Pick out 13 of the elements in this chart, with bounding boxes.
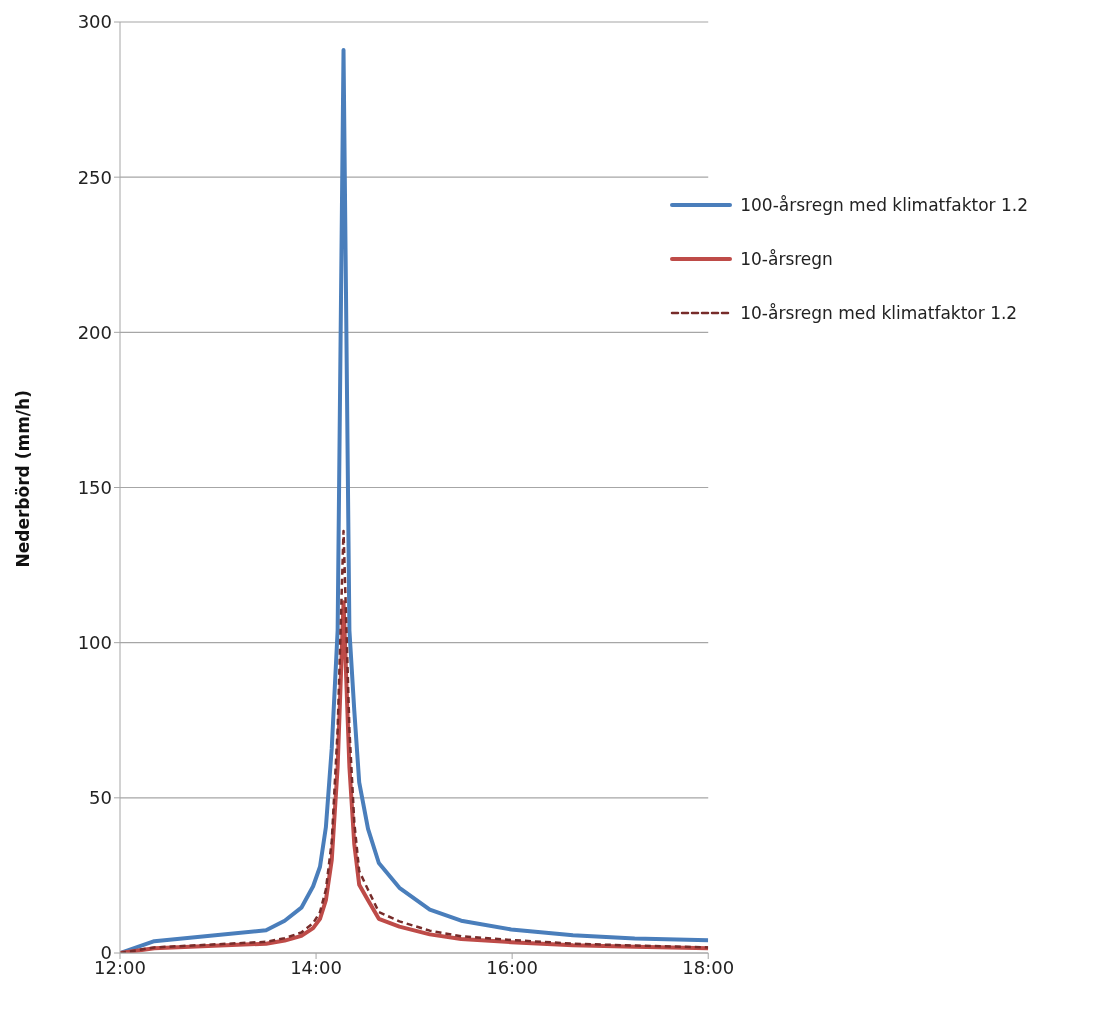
x-tick-label: 16:00 xyxy=(486,956,539,978)
y-tick-label: 100 xyxy=(77,632,112,654)
x-tick-label: 14:00 xyxy=(290,956,343,978)
y-tick-label: 200 xyxy=(77,321,112,343)
y-axis-title: Nederbörd (mm/h) xyxy=(13,390,34,568)
y-tick-label: 50 xyxy=(89,787,112,809)
legend-label: 10-årsregn med klimatfaktor 1.2 xyxy=(740,303,1018,323)
y-tick-label: 250 xyxy=(77,166,112,188)
y-tick-label: 300 xyxy=(77,11,112,33)
x-tick-label: 18:00 xyxy=(682,956,735,978)
legend-label: 10-årsregn xyxy=(740,249,833,269)
legend-label: 100-årsregn med klimatfaktor 1.2 xyxy=(740,195,1028,215)
y-tick-label: 150 xyxy=(77,476,112,498)
